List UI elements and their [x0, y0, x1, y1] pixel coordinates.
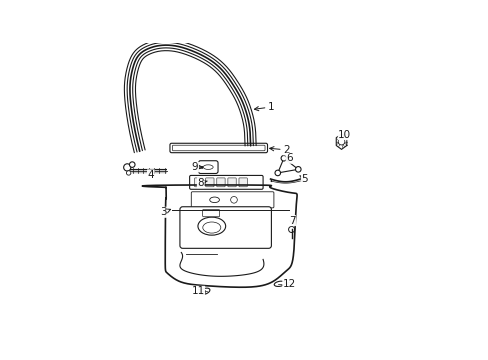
Text: 12: 12 [282, 279, 295, 289]
FancyBboxPatch shape [227, 178, 236, 187]
Ellipse shape [274, 281, 285, 287]
FancyBboxPatch shape [191, 192, 273, 208]
Ellipse shape [203, 165, 213, 170]
Ellipse shape [209, 197, 219, 203]
Circle shape [230, 197, 237, 203]
Text: 4: 4 [147, 170, 154, 180]
Text: 6: 6 [285, 153, 292, 163]
Ellipse shape [198, 217, 225, 235]
Circle shape [123, 164, 131, 171]
Circle shape [295, 167, 301, 172]
Circle shape [338, 138, 344, 145]
Text: 9: 9 [191, 162, 202, 172]
Text: 7: 7 [288, 216, 295, 226]
Text: 10: 10 [338, 130, 351, 140]
FancyBboxPatch shape [180, 207, 271, 248]
Text: 5: 5 [300, 174, 307, 184]
Circle shape [288, 226, 294, 233]
Circle shape [281, 156, 286, 161]
Circle shape [129, 162, 135, 167]
FancyBboxPatch shape [239, 178, 247, 187]
Text: 2: 2 [269, 145, 289, 155]
Text: 3: 3 [160, 207, 170, 217]
FancyBboxPatch shape [205, 178, 214, 187]
FancyBboxPatch shape [170, 143, 267, 153]
FancyBboxPatch shape [198, 161, 218, 174]
Circle shape [274, 170, 280, 176]
Text: 1: 1 [254, 102, 274, 112]
Circle shape [126, 171, 131, 175]
FancyBboxPatch shape [189, 175, 263, 189]
Text: 8: 8 [197, 177, 207, 188]
FancyBboxPatch shape [202, 210, 219, 217]
FancyBboxPatch shape [216, 178, 224, 187]
Text: 11: 11 [191, 286, 204, 296]
FancyBboxPatch shape [194, 178, 203, 187]
Ellipse shape [200, 288, 209, 294]
Ellipse shape [203, 222, 221, 233]
FancyBboxPatch shape [172, 145, 264, 151]
